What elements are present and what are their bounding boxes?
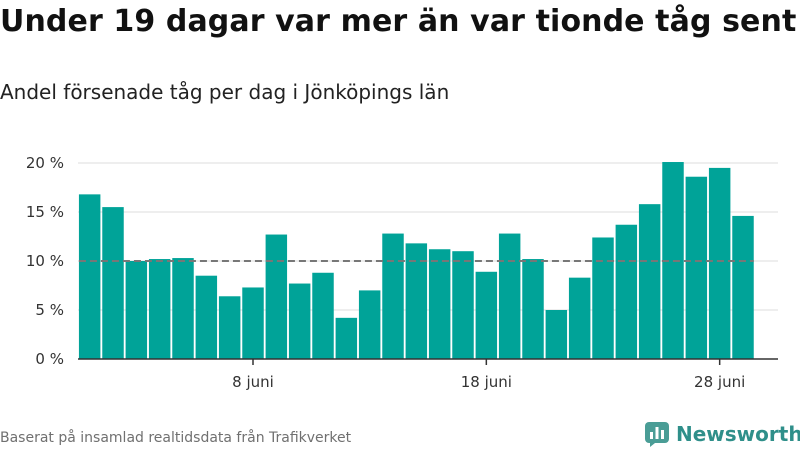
bar: [522, 259, 544, 359]
y-tick-label: 5 %: [35, 301, 64, 319]
bar-chart: 0 % 5 % 10 % 15 % 20 % 8 juni 18 juni 28 juni: [26, 154, 778, 391]
bar: [265, 234, 288, 359]
bar: [545, 310, 568, 359]
x-tick-label: 18 juni: [461, 373, 512, 391]
y-tick-label: 20 %: [26, 154, 64, 172]
bar: [312, 272, 334, 359]
bar: [498, 233, 521, 359]
bar: [172, 258, 194, 359]
bar: [382, 233, 404, 359]
chart-title: Under 19 dagar var mer än var tionde tåg…: [0, 4, 797, 39]
bar: [475, 271, 498, 359]
source-note: Baserat på insamlad realtidsdata från Tr…: [0, 430, 352, 446]
y-tick-label: 15 %: [26, 203, 64, 221]
bar: [358, 290, 381, 359]
bar: [405, 243, 428, 359]
brand-logo: Newsworthy: [644, 421, 800, 447]
bar: [102, 207, 124, 359]
bar: [428, 249, 451, 359]
bar: [452, 251, 474, 359]
bar: [288, 283, 311, 359]
bar: [638, 204, 661, 359]
bar: [125, 261, 148, 359]
bar: [732, 215, 754, 359]
chart-subtitle: Andel försenade tåg per dag i Jönköpings…: [0, 80, 450, 104]
y-tick-label: 10 %: [26, 252, 64, 270]
bar: [615, 224, 638, 359]
bar: [148, 259, 171, 359]
newsworthy-logo-icon: [645, 422, 669, 447]
bar: [78, 194, 101, 359]
bar: [218, 296, 241, 359]
bar: [242, 287, 264, 359]
bar: [195, 275, 218, 359]
bars: [78, 162, 754, 359]
x-tick-label: 8 juni: [232, 373, 274, 391]
bar: [568, 277, 591, 359]
y-tick-label: 0 %: [35, 350, 64, 368]
axes: 0 % 5 % 10 % 15 % 20 % 8 juni 18 juni 28 juni: [26, 154, 778, 391]
bar: [592, 237, 614, 359]
bar: [708, 167, 731, 359]
x-tick-label: 28 juni: [694, 373, 745, 391]
bar: [685, 176, 708, 359]
brand-name: Newsworthy: [676, 422, 800, 446]
bar: [335, 317, 358, 359]
